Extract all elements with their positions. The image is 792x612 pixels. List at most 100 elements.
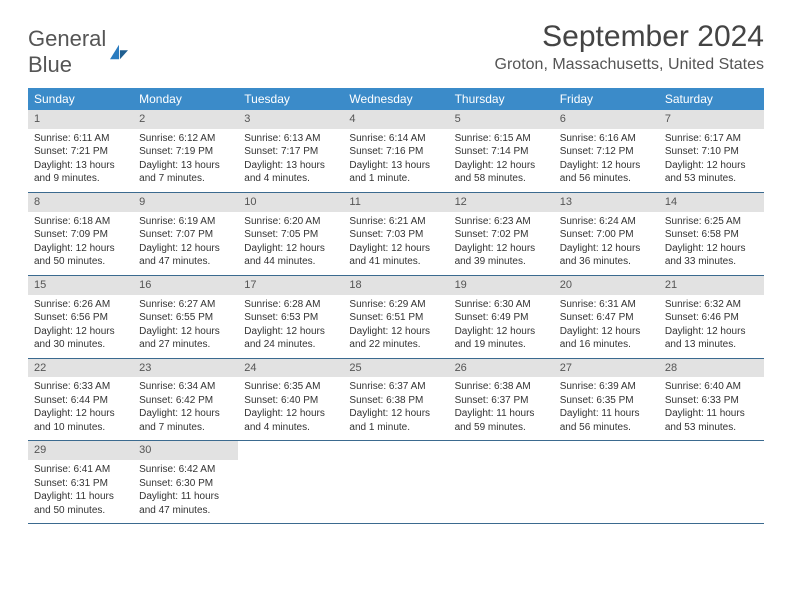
day-body: Sunrise: 6:37 AMSunset: 6:38 PMDaylight:… bbox=[343, 377, 448, 440]
day-header-1: Monday bbox=[133, 88, 238, 110]
day-number: 17 bbox=[238, 276, 343, 295]
day-cell: 1Sunrise: 6:11 AMSunset: 7:21 PMDaylight… bbox=[28, 110, 133, 192]
day-body: Sunrise: 6:29 AMSunset: 6:51 PMDaylight:… bbox=[343, 295, 448, 358]
day-body: Sunrise: 6:41 AMSunset: 6:31 PMDaylight:… bbox=[28, 460, 133, 523]
day-body: Sunrise: 6:39 AMSunset: 6:35 PMDaylight:… bbox=[554, 377, 659, 440]
sunset-text: Sunset: 7:10 PM bbox=[665, 145, 758, 159]
sunrise-text: Sunrise: 6:34 AM bbox=[139, 380, 232, 394]
day-header-row: SundayMondayTuesdayWednesdayThursdayFrid… bbox=[28, 88, 764, 110]
sunset-text: Sunset: 6:38 PM bbox=[349, 394, 442, 408]
day-number: 28 bbox=[659, 359, 764, 378]
daylight-text: Daylight: 12 hours and 10 minutes. bbox=[34, 407, 127, 434]
sunset-text: Sunset: 6:47 PM bbox=[560, 311, 653, 325]
week-row: 8Sunrise: 6:18 AMSunset: 7:09 PMDaylight… bbox=[28, 193, 764, 276]
day-body: Sunrise: 6:28 AMSunset: 6:53 PMDaylight:… bbox=[238, 295, 343, 358]
sunset-text: Sunset: 6:30 PM bbox=[139, 477, 232, 491]
empty-cell bbox=[238, 441, 343, 523]
sunset-text: Sunset: 6:46 PM bbox=[665, 311, 758, 325]
day-number: 26 bbox=[449, 359, 554, 378]
sunrise-text: Sunrise: 6:39 AM bbox=[560, 380, 653, 394]
day-number: 20 bbox=[554, 276, 659, 295]
day-cell: 3Sunrise: 6:13 AMSunset: 7:17 PMDaylight… bbox=[238, 110, 343, 192]
day-number: 9 bbox=[133, 193, 238, 212]
daylight-text: Daylight: 12 hours and 1 minute. bbox=[349, 407, 442, 434]
sunrise-text: Sunrise: 6:21 AM bbox=[349, 215, 442, 229]
day-number: 21 bbox=[659, 276, 764, 295]
daylight-text: Daylight: 12 hours and 13 minutes. bbox=[665, 325, 758, 352]
daylight-text: Daylight: 11 hours and 50 minutes. bbox=[34, 490, 127, 517]
empty-cell bbox=[659, 441, 764, 523]
sunrise-text: Sunrise: 6:35 AM bbox=[244, 380, 337, 394]
day-number: 11 bbox=[343, 193, 448, 212]
day-cell: 12Sunrise: 6:23 AMSunset: 7:02 PMDayligh… bbox=[449, 193, 554, 275]
sunset-text: Sunset: 6:53 PM bbox=[244, 311, 337, 325]
day-cell: 18Sunrise: 6:29 AMSunset: 6:51 PMDayligh… bbox=[343, 276, 448, 358]
day-body: Sunrise: 6:35 AMSunset: 6:40 PMDaylight:… bbox=[238, 377, 343, 440]
sunrise-text: Sunrise: 6:13 AM bbox=[244, 132, 337, 146]
day-number: 10 bbox=[238, 193, 343, 212]
daylight-text: Daylight: 11 hours and 53 minutes. bbox=[665, 407, 758, 434]
header: General Blue September 2024 Groton, Mass… bbox=[28, 20, 764, 78]
sunset-text: Sunset: 7:00 PM bbox=[560, 228, 653, 242]
sunset-text: Sunset: 6:55 PM bbox=[139, 311, 232, 325]
sunrise-text: Sunrise: 6:37 AM bbox=[349, 380, 442, 394]
daylight-text: Daylight: 12 hours and 30 minutes. bbox=[34, 325, 127, 352]
sunset-text: Sunset: 7:21 PM bbox=[34, 145, 127, 159]
sunset-text: Sunset: 6:58 PM bbox=[665, 228, 758, 242]
day-cell: 28Sunrise: 6:40 AMSunset: 6:33 PMDayligh… bbox=[659, 359, 764, 441]
daylight-text: Daylight: 12 hours and 47 minutes. bbox=[139, 242, 232, 269]
day-cell: 25Sunrise: 6:37 AMSunset: 6:38 PMDayligh… bbox=[343, 359, 448, 441]
sunset-text: Sunset: 7:05 PM bbox=[244, 228, 337, 242]
day-number: 18 bbox=[343, 276, 448, 295]
day-body: Sunrise: 6:18 AMSunset: 7:09 PMDaylight:… bbox=[28, 212, 133, 275]
day-number: 16 bbox=[133, 276, 238, 295]
sunrise-text: Sunrise: 6:19 AM bbox=[139, 215, 232, 229]
sunrise-text: Sunrise: 6:25 AM bbox=[665, 215, 758, 229]
day-number: 25 bbox=[343, 359, 448, 378]
daylight-text: Daylight: 12 hours and 4 minutes. bbox=[244, 407, 337, 434]
sunrise-text: Sunrise: 6:26 AM bbox=[34, 298, 127, 312]
day-cell: 7Sunrise: 6:17 AMSunset: 7:10 PMDaylight… bbox=[659, 110, 764, 192]
day-cell: 26Sunrise: 6:38 AMSunset: 6:37 PMDayligh… bbox=[449, 359, 554, 441]
sunrise-text: Sunrise: 6:30 AM bbox=[455, 298, 548, 312]
daylight-text: Daylight: 12 hours and 36 minutes. bbox=[560, 242, 653, 269]
sunset-text: Sunset: 7:07 PM bbox=[139, 228, 232, 242]
daylight-text: Daylight: 12 hours and 56 minutes. bbox=[560, 159, 653, 186]
day-header-4: Thursday bbox=[449, 88, 554, 110]
daylight-text: Daylight: 11 hours and 59 minutes. bbox=[455, 407, 548, 434]
sunset-text: Sunset: 6:44 PM bbox=[34, 394, 127, 408]
day-number: 8 bbox=[28, 193, 133, 212]
sunrise-text: Sunrise: 6:31 AM bbox=[560, 298, 653, 312]
day-cell: 5Sunrise: 6:15 AMSunset: 7:14 PMDaylight… bbox=[449, 110, 554, 192]
day-cell: 21Sunrise: 6:32 AMSunset: 6:46 PMDayligh… bbox=[659, 276, 764, 358]
sunrise-text: Sunrise: 6:42 AM bbox=[139, 463, 232, 477]
sunset-text: Sunset: 6:51 PM bbox=[349, 311, 442, 325]
day-cell: 30Sunrise: 6:42 AMSunset: 6:30 PMDayligh… bbox=[133, 441, 238, 523]
week-row: 1Sunrise: 6:11 AMSunset: 7:21 PMDaylight… bbox=[28, 110, 764, 193]
daylight-text: Daylight: 13 hours and 7 minutes. bbox=[139, 159, 232, 186]
sunset-text: Sunset: 6:40 PM bbox=[244, 394, 337, 408]
day-number: 24 bbox=[238, 359, 343, 378]
day-cell: 13Sunrise: 6:24 AMSunset: 7:00 PMDayligh… bbox=[554, 193, 659, 275]
sunrise-text: Sunrise: 6:20 AM bbox=[244, 215, 337, 229]
day-cell: 16Sunrise: 6:27 AMSunset: 6:55 PMDayligh… bbox=[133, 276, 238, 358]
day-body: Sunrise: 6:26 AMSunset: 6:56 PMDaylight:… bbox=[28, 295, 133, 358]
day-number: 5 bbox=[449, 110, 554, 129]
day-cell: 9 Sunrise: 6:19 AMSunset: 7:07 PMDaylight… bbox=[133, 193, 238, 275]
day-cell: 29Sunrise: 6:41 AMSunset: 6:31 PMDayligh… bbox=[28, 441, 133, 523]
sunrise-text: Sunrise: 6:23 AM bbox=[455, 215, 548, 229]
day-body: Sunrise: 6:17 AMSunset: 7:10 PMDaylight:… bbox=[659, 129, 764, 192]
day-number: 3 bbox=[238, 110, 343, 129]
day-number: 23 bbox=[133, 359, 238, 378]
sunset-text: Sunset: 7:14 PM bbox=[455, 145, 548, 159]
daylight-text: Daylight: 12 hours and 33 minutes. bbox=[665, 242, 758, 269]
day-body: Sunrise: 6:13 AMSunset: 7:17 PMDaylight:… bbox=[238, 129, 343, 192]
day-body: Sunrise: 6:21 AMSunset: 7:03 PMDaylight:… bbox=[343, 212, 448, 275]
day-body: Sunrise: 6:38 AMSunset: 6:37 PMDaylight:… bbox=[449, 377, 554, 440]
location: Groton, Massachusetts, United States bbox=[495, 56, 764, 74]
sunset-text: Sunset: 6:31 PM bbox=[34, 477, 127, 491]
calendar: SundayMondayTuesdayWednesdayThursdayFrid… bbox=[28, 88, 764, 524]
day-body: Sunrise: 6:33 AMSunset: 6:44 PMDaylight:… bbox=[28, 377, 133, 440]
day-cell: 2Sunrise: 6:12 AMSunset: 7:19 PMDaylight… bbox=[133, 110, 238, 192]
logo-text-1: General bbox=[28, 26, 106, 51]
